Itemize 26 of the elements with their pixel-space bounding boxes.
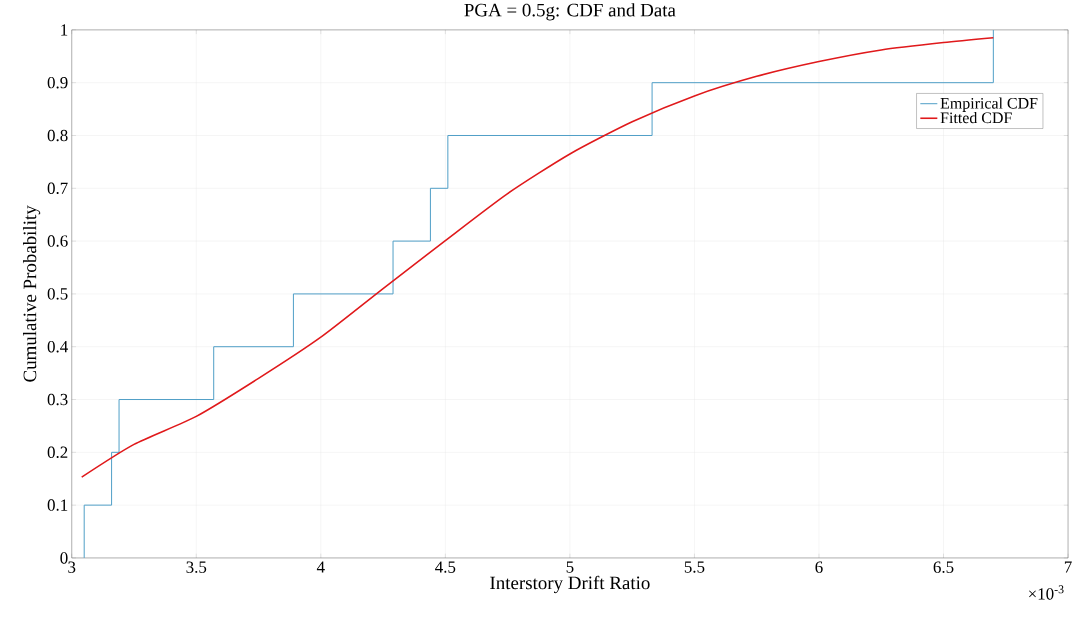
x-tick-label: 3.5 [186, 561, 207, 574]
y-tick-label: 0.8 [47, 129, 68, 142]
x-axis-title: Interstory Drift Ratio [490, 575, 650, 594]
chart-title: PGA = 0.5g: CDF and Data [464, 3, 676, 21]
y-tick-label: 0.9 [47, 77, 68, 89]
x-tick-label: 4.5 [435, 561, 456, 573]
y-tick-label: 0.3 [47, 393, 68, 406]
x-tick-label: 6 [815, 561, 823, 573]
x-tick-label: 5.5 [684, 561, 705, 573]
x-tick-label: 7 [1064, 561, 1072, 573]
legend-label: Empirical CDF [940, 97, 1038, 113]
y-tick-label: 0.2 [47, 446, 68, 459]
x-tick-label: 4 [316, 561, 325, 573]
y-tick-label: 0.1 [47, 499, 68, 512]
y-tick-label: 0 [60, 552, 68, 564]
x-tick-label: 5 [566, 561, 574, 573]
text: ×10$^{-3}$ [1029, 585, 1064, 600]
y-tick-label: 0.5 [47, 288, 68, 300]
y-axis-title: Cumulative Probability [22, 205, 41, 382]
x-tick-label: 3 [68, 561, 76, 573]
y-tick-label: 0.7 [47, 182, 68, 195]
y-tick-label: 0.6 [47, 235, 68, 248]
x-tick-label: 6.5 [933, 561, 954, 574]
legend-label: Fitted CDF [940, 112, 1012, 124]
y-tick-label: 0.4 [47, 341, 68, 353]
y-tick-label: 1 [61, 24, 68, 36]
